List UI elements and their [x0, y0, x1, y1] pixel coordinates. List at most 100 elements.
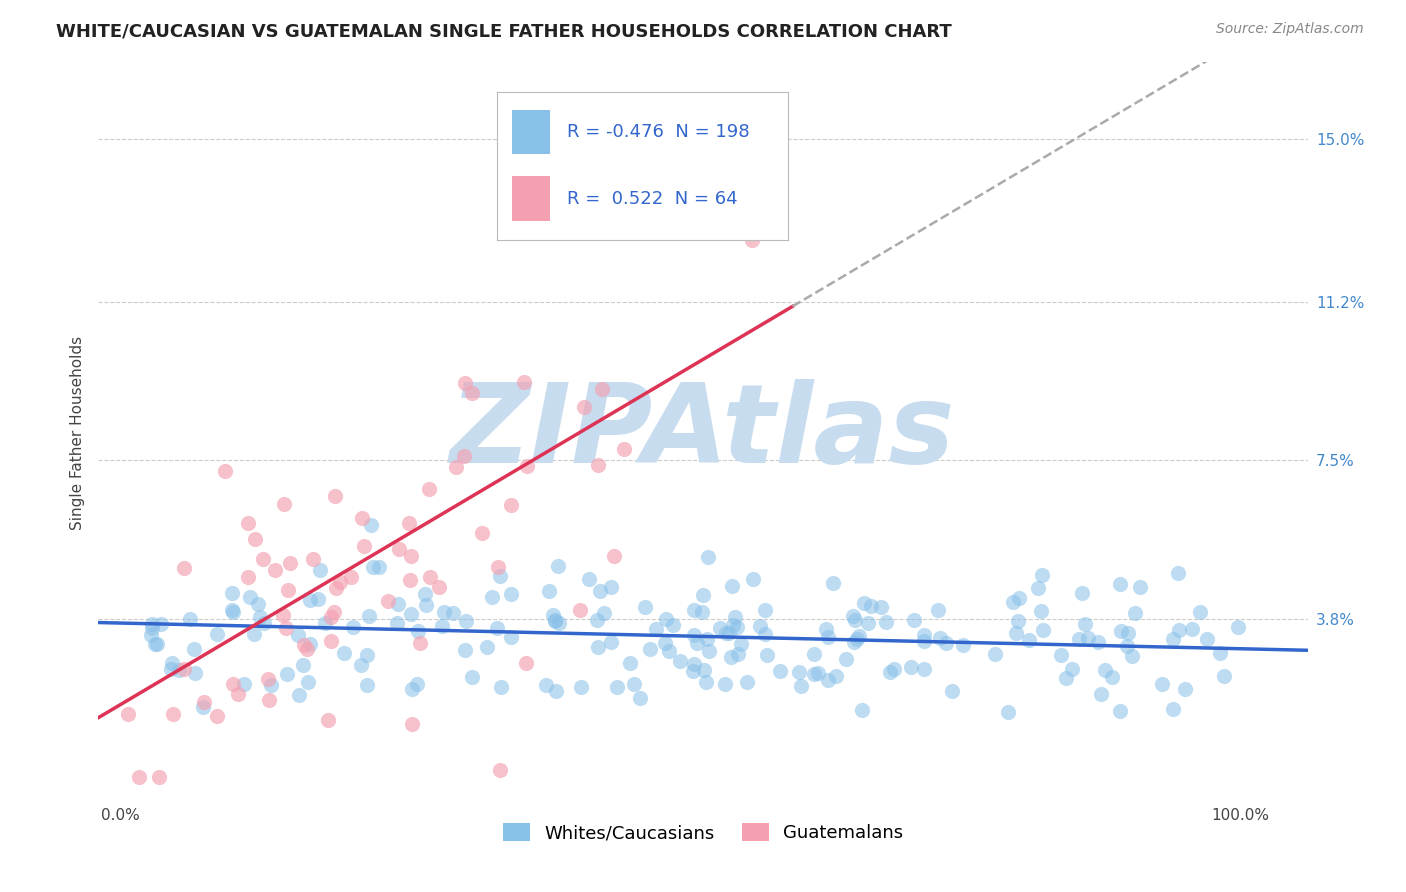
Point	[823, 576, 845, 591]
Point	[544, 613, 567, 627]
Point	[295, 642, 318, 657]
Point	[353, 539, 375, 553]
Point	[741, 233, 763, 247]
Point	[1109, 704, 1132, 718]
Point	[815, 622, 838, 636]
Point	[408, 636, 430, 650]
Point	[817, 630, 839, 644]
Point	[662, 618, 685, 632]
Point	[1161, 632, 1184, 646]
Point	[835, 652, 858, 666]
Point	[1168, 624, 1191, 638]
Point	[387, 597, 409, 611]
Point	[399, 573, 422, 587]
Point	[150, 616, 173, 631]
Text: WHITE/CAUCASIAN VS GUATEMALAN SINGLE FATHER HOUSEHOLDS CORRELATION CHART: WHITE/CAUCASIAN VS GUATEMALAN SINGLE FAT…	[56, 22, 952, 40]
Point	[714, 677, 737, 691]
Point	[1195, 632, 1218, 647]
Point	[1212, 669, 1234, 683]
Point	[658, 644, 681, 658]
Point	[160, 657, 183, 671]
Point	[141, 621, 163, 635]
Point	[1008, 591, 1031, 605]
Point	[173, 560, 195, 574]
Point	[146, 637, 169, 651]
Point	[692, 605, 714, 619]
Point	[853, 596, 876, 610]
Point	[683, 628, 706, 642]
Point	[433, 605, 456, 619]
Point	[1032, 624, 1054, 638]
Point	[725, 620, 748, 634]
Point	[1181, 622, 1204, 636]
Point	[720, 579, 742, 593]
Point	[486, 621, 509, 635]
Point	[273, 497, 295, 511]
Point	[277, 583, 299, 598]
Point	[592, 606, 614, 620]
Point	[1090, 687, 1112, 701]
Point	[253, 615, 276, 630]
Point	[696, 632, 718, 647]
Point	[239, 591, 262, 605]
Point	[644, 623, 666, 637]
Point	[515, 656, 537, 670]
Point	[333, 646, 356, 660]
Point	[489, 680, 512, 694]
Point	[546, 683, 568, 698]
Point	[360, 518, 382, 533]
Point	[1174, 682, 1197, 697]
Point	[444, 459, 467, 474]
Point	[291, 657, 314, 672]
Point	[319, 610, 342, 624]
Point	[589, 584, 612, 599]
Point	[929, 631, 952, 645]
Point	[1152, 676, 1174, 690]
Point	[1031, 568, 1053, 582]
Point	[912, 662, 935, 676]
Point	[249, 610, 271, 624]
Point	[329, 574, 352, 589]
Point	[727, 648, 749, 662]
Point	[769, 664, 792, 678]
Point	[406, 677, 429, 691]
Point	[1007, 614, 1029, 628]
Point	[844, 614, 866, 628]
Point	[1108, 577, 1130, 591]
Point	[486, 560, 509, 574]
Point	[193, 695, 215, 709]
Point	[257, 672, 280, 686]
Point	[709, 621, 731, 635]
Point	[308, 563, 330, 577]
Point	[222, 677, 245, 691]
Point	[356, 678, 378, 692]
Point	[406, 624, 429, 638]
Point	[453, 449, 475, 463]
Point	[912, 634, 935, 648]
Point	[623, 676, 645, 690]
Point	[935, 635, 957, 649]
Y-axis label: Single Father Households: Single Father Households	[69, 335, 84, 530]
Point	[1209, 647, 1232, 661]
Point	[419, 570, 441, 584]
Point	[246, 597, 269, 611]
Point	[927, 603, 949, 617]
Point	[538, 583, 561, 598]
Point	[278, 556, 301, 570]
Point	[591, 382, 613, 396]
Point	[221, 605, 243, 619]
Point	[547, 558, 569, 573]
Point	[325, 581, 347, 595]
Point	[749, 619, 772, 633]
Point	[413, 587, 436, 601]
Point	[912, 628, 935, 642]
Point	[741, 572, 763, 586]
Point	[205, 709, 228, 723]
Point	[541, 608, 564, 623]
Point	[252, 551, 274, 566]
Point	[683, 603, 706, 617]
Point	[856, 615, 879, 630]
Point	[685, 636, 707, 650]
Point	[1018, 633, 1040, 648]
Point	[633, 599, 655, 614]
